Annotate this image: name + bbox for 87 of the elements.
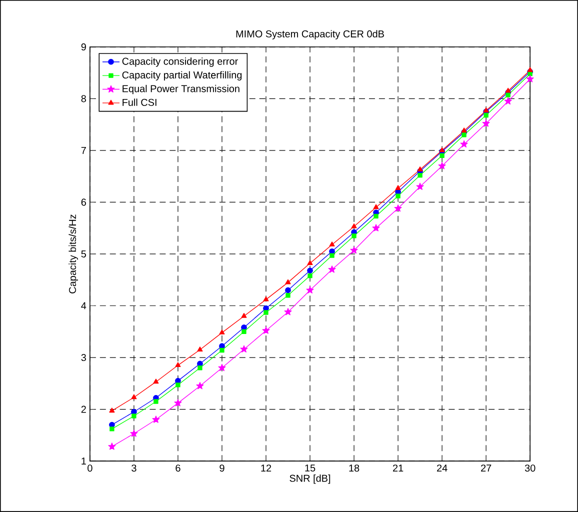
x-tick-label: 18 xyxy=(349,464,360,472)
point xyxy=(328,266,336,273)
point xyxy=(175,362,181,368)
point xyxy=(308,273,312,278)
point xyxy=(218,364,226,372)
point xyxy=(262,326,270,334)
point xyxy=(484,112,488,118)
y-tick-label: 4 xyxy=(81,302,86,310)
point xyxy=(242,329,246,334)
point xyxy=(395,185,401,190)
point xyxy=(110,426,114,432)
point xyxy=(263,296,269,302)
point xyxy=(197,346,203,352)
x-tick-label: 27 xyxy=(481,464,492,472)
point xyxy=(152,416,160,423)
y-tick-label: 6 xyxy=(81,198,86,206)
point xyxy=(416,182,424,190)
point xyxy=(307,260,313,266)
point xyxy=(351,223,357,228)
legend-label: Full CSI xyxy=(122,98,156,106)
x-axis-title: SNR [dB] xyxy=(290,474,330,484)
point xyxy=(505,88,511,93)
legend-label: Capacity considering error xyxy=(122,58,238,67)
y-tick-label: 5 xyxy=(81,250,86,258)
point xyxy=(417,166,423,172)
point xyxy=(461,128,467,133)
x-tick-label: 3 xyxy=(132,464,136,472)
point xyxy=(418,172,422,178)
point xyxy=(220,348,224,353)
y-axis-title: Capacity bits/s/Hz xyxy=(68,214,78,294)
point xyxy=(329,242,335,246)
point xyxy=(241,312,247,318)
point xyxy=(330,253,334,258)
point xyxy=(352,234,356,238)
point xyxy=(131,394,137,400)
point xyxy=(483,107,489,112)
y-tick-label: 7 xyxy=(81,147,86,154)
point xyxy=(109,408,115,413)
point xyxy=(372,224,380,232)
chart-title: MIMO System Capacity CER 0dB xyxy=(236,30,384,40)
point xyxy=(373,204,379,210)
point xyxy=(285,279,291,284)
point xyxy=(176,382,180,388)
point xyxy=(440,153,444,158)
point xyxy=(132,414,136,418)
x-tick-label: 12 xyxy=(261,464,272,472)
point xyxy=(438,162,446,170)
legend-label: Capacity partial Waterfilling xyxy=(122,71,242,80)
point xyxy=(153,378,159,384)
point xyxy=(198,366,202,370)
point xyxy=(286,293,290,298)
point xyxy=(284,308,292,316)
point xyxy=(374,214,378,219)
point xyxy=(219,330,225,334)
point xyxy=(264,310,268,315)
x-tick-label: 9 xyxy=(220,464,224,472)
point xyxy=(482,120,490,127)
point xyxy=(462,132,466,138)
point xyxy=(307,268,313,274)
y-tick-label: 1 xyxy=(82,458,86,464)
point xyxy=(285,287,291,294)
x-tick-label: 30 xyxy=(524,464,536,472)
point xyxy=(174,399,182,406)
point xyxy=(396,194,400,198)
y-tick-label: 2 xyxy=(81,406,86,413)
point xyxy=(130,430,138,437)
y-tick-label: 9 xyxy=(81,43,86,50)
x-tick-label: 21 xyxy=(393,464,404,472)
y-tick-label: 3 xyxy=(81,354,86,362)
point xyxy=(350,246,358,254)
x-tick-label: 6 xyxy=(176,464,180,472)
point xyxy=(108,442,116,450)
x-tick-label: 15 xyxy=(305,464,316,472)
legend-label: Equal Power Transmission xyxy=(122,84,240,94)
point xyxy=(526,75,534,82)
x-tick-label: 24 xyxy=(437,464,448,472)
point xyxy=(527,67,533,72)
y-tick-label: 8 xyxy=(81,95,86,102)
point xyxy=(240,345,248,352)
point xyxy=(504,97,512,105)
x-tick-label: 0 xyxy=(88,464,92,472)
point xyxy=(306,286,314,294)
point xyxy=(196,382,204,390)
point xyxy=(506,92,510,98)
point xyxy=(154,399,158,404)
point xyxy=(460,140,468,148)
point xyxy=(394,204,402,212)
